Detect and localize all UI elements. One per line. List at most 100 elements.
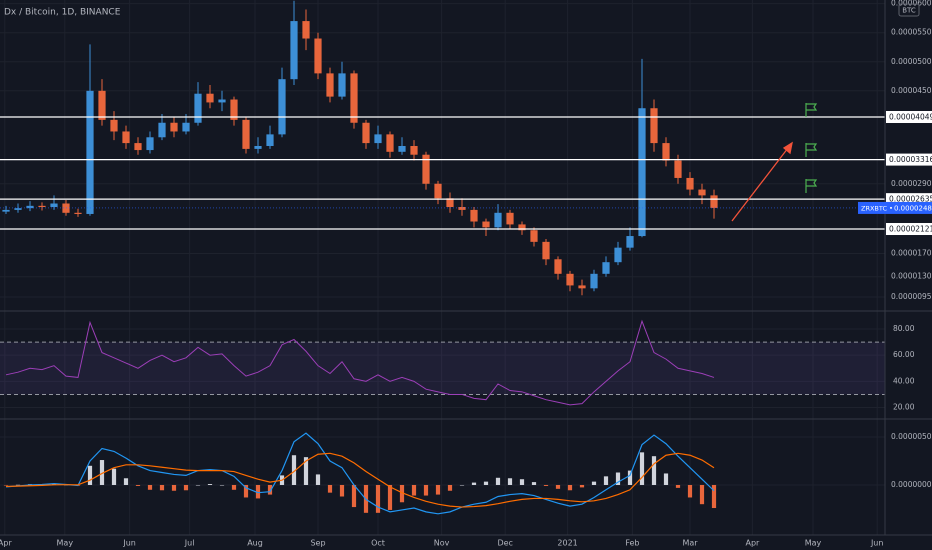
candle-body [482,221,490,228]
y-tick-label: 0.00001700 [891,248,932,257]
chart-title: Dx / Bitcoin, 1D, BINANCE [4,8,121,18]
macd-histogram-bar [663,473,669,485]
macd-histogram-bar [195,484,201,486]
rsi-band [0,342,885,395]
macd-histogram-bar [651,456,657,485]
level-tag [886,223,932,236]
macd-histogram-bar [603,476,609,485]
candle-body [626,236,634,248]
macd-histogram-bar [519,479,525,485]
level-label: 0.00003316 [889,155,932,164]
candle-body [2,209,10,212]
candle-body [314,38,322,74]
macd-histogram-bar [351,484,357,508]
rsi-tick-label: 80.00 [893,324,915,333]
rsi-line [5,319,715,406]
macd-histogram-bar [171,484,177,491]
candle-body [242,119,250,149]
macd-histogram-bar [267,484,273,495]
arrow-head [782,141,793,155]
candle-body [710,195,718,208]
x-tick-label: 2021 [557,539,577,548]
candle-body [302,21,310,39]
candle-body [530,230,538,242]
macd-histogram-bar [183,484,189,491]
candle-body [182,122,190,132]
x-tick-label: Aug [247,539,263,548]
rsi-tick-label: 60.00 [893,350,915,359]
rsi-tick-label: 20.00 [893,403,915,412]
candle-body [506,212,514,225]
candle-body [566,273,574,286]
candle-body [50,203,58,207]
candle-body [590,273,598,289]
macd-histogram-bar [459,484,465,486]
macd-histogram-bar [3,484,9,486]
candle-body [602,262,610,274]
macd-histogram-bar [243,484,249,498]
macd-histogram-bar [627,470,633,485]
level-tag [886,153,932,166]
candle-body [698,189,706,196]
x-tick-label: Jul [184,539,195,548]
macd-histogram-bar [159,484,165,491]
level-tag [886,111,932,124]
macd-histogram-bar [387,484,393,510]
arrow-shaft [731,147,789,222]
macd-histogram-bar [555,484,561,489]
candle-body [134,143,142,151]
macd-histogram-bar [99,460,105,485]
candle-body [86,90,94,214]
macd-histogram-bar [291,455,297,485]
macd-histogram-bar [687,484,693,498]
candle-body [398,145,406,152]
y-tick-label: 0.00001300 [891,272,932,281]
candle-body [290,21,298,80]
candle-body [338,73,346,97]
candle-body [374,134,382,144]
x-tick-label: Jun [870,539,884,548]
candle-body [110,119,118,132]
macd-tick-label: 0.00000500 [891,432,932,441]
flag-icons [805,103,818,193]
candle-body [674,160,682,178]
y-tick-label: 0.00000950 [891,292,932,301]
candle-body [98,90,106,120]
candle-body [554,259,562,274]
macd-histogram-bar [675,484,681,488]
candle-body [254,145,262,149]
macd-histogram-bar [399,484,405,503]
candle-body [266,134,274,146]
currency-box [898,3,920,17]
candle-body [38,205,46,207]
macd-histogram-bar [711,484,717,509]
price-tag-dot [890,206,892,209]
candle-body [434,183,442,199]
macd-histogram-bar [507,478,513,485]
candle-body [14,208,22,210]
candle-body [362,122,370,144]
candle-body [578,285,586,289]
candle-body [350,73,358,123]
macd-histogram-bar [639,452,645,485]
candle-body [638,108,646,237]
price-tag-box [858,201,932,214]
candle-body [614,247,622,263]
macd-histogram-bar [483,481,489,485]
macd-histogram-bar [207,484,213,485]
macd-histogram-bar [567,484,573,491]
candle-body [494,212,502,228]
candle-body [410,145,418,155]
rsi-tick-label: 40.00 [893,376,915,385]
candle-body [146,137,154,151]
macd-tick-label: 0.00000000 [891,480,932,489]
macd-histogram-bar [495,477,501,485]
x-tick-label: May [57,539,74,548]
x-tick-label: Dec [497,539,512,548]
grid [0,0,885,535]
macd-histogram-bar [435,484,441,495]
macd-histogram-bar [87,465,93,485]
macd-histogram-bar [423,484,429,496]
candle-body [446,198,454,207]
